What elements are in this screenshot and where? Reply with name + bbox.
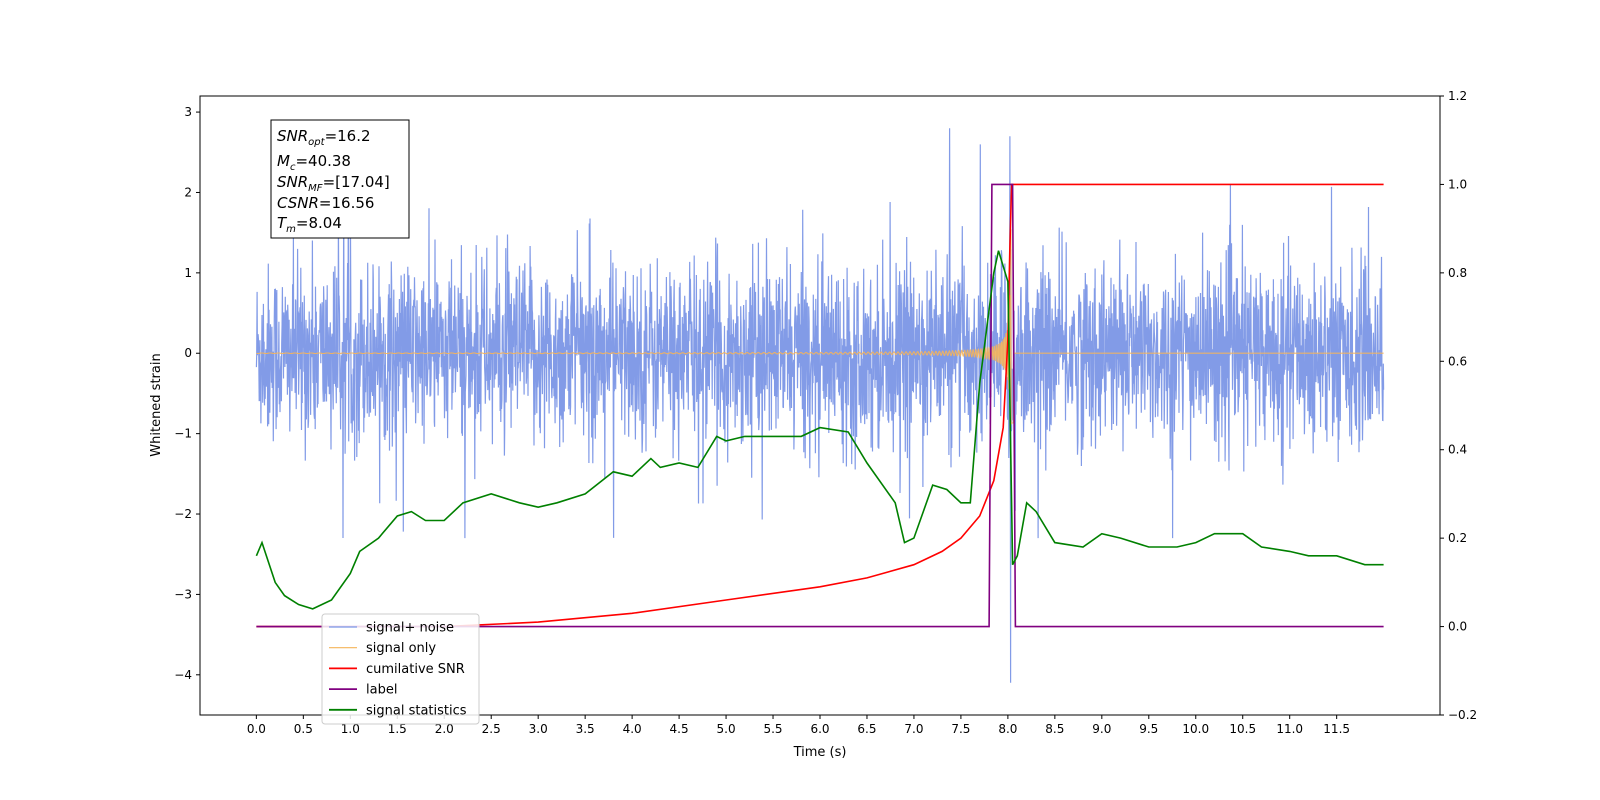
stats-textbox-frame [270,119,410,239]
x-tick-label: 7.0 [904,722,923,736]
signal-plus-noise-line [255,128,1385,683]
legend-entry-label: signal statistics [366,703,467,718]
x-tick-label: 10.5 [1229,722,1256,736]
x-tick-label: 4.0 [623,722,642,736]
legend-entry-label: label [366,683,397,698]
left-y-tick-label: 1 [184,266,192,280]
snr-mf-text: SNRMF=[17.04] [277,173,390,194]
x-tick-label: 1.0 [341,722,360,736]
x-tick-label: 0.5 [294,722,313,736]
legend-entry-label: signal only [366,641,436,656]
x-tick-label: 5.0 [717,722,736,736]
x-tick-label: 9.5 [1139,722,1158,736]
csnr-text: CSNR=16.56 [277,194,374,212]
x-axis-label: Time (s) [793,745,847,760]
x-tick-label: 0.0 [247,722,266,736]
x-tick-label: 3.0 [529,722,548,736]
stats-textbox: SNRopt=16.2 Mc=40.38 SNRMF=[17.04] CSNR=… [270,119,410,239]
series-layer [255,128,1385,683]
snr-opt-text: SNRopt=16.2 [277,127,371,148]
right-y-tick-label: 0.4 [1448,443,1467,457]
x-tick-label: 10.0 [1182,722,1209,736]
left-y-tick-label: −2 [174,507,192,521]
right-y-tick-label: 0.2 [1448,531,1467,545]
right-y-tick-label: −0.2 [1448,708,1477,722]
left-y-tick-label: 2 [184,185,192,199]
legend-frame [321,613,480,725]
x-tick-label: 9.0 [1092,722,1111,736]
left-y-axis-ticks: 3 2 1 0 −1 −2 −3 −4 [174,105,200,682]
left-y-tick-label: 3 [184,105,192,119]
right-y-tick-label: 0.8 [1448,266,1467,280]
label-line [256,183,1384,628]
mc-text: Mc=40.38 [277,152,351,173]
right-y-tick-label: 0.6 [1448,354,1467,368]
signal-statistics-line [255,250,1384,610]
x-tick-label: 8.0 [998,722,1017,736]
tm-text: Tm=8.04 [277,214,342,235]
legend: signal+ noise signal only cumilative SNR la… [321,613,480,725]
right-y-tick-label: 0.0 [1448,620,1467,634]
signal-only-line [256,229,1384,430]
left-y-axis-label: Whitened strain [149,353,164,456]
x-tick-label: 6.0 [810,722,829,736]
x-tick-label: 8.5 [1045,722,1064,736]
legend-entry-label: cumilative SNR [366,662,465,677]
x-tick-label: 7.5 [951,722,970,736]
x-tick-label: 11.5 [1323,722,1350,736]
left-y-tick-label: −4 [174,668,192,682]
right-y-tick-label: 1.0 [1448,177,1467,191]
left-y-tick-label: −1 [174,427,192,441]
x-tick-label: 2.5 [482,722,501,736]
left-y-tick-label: 0 [184,346,192,360]
x-tick-label: 5.5 [763,722,782,736]
x-tick-label: 4.5 [670,722,689,736]
right-y-axis-ticks: 1.2 1.0 0.8 0.6 0.4 0.2 0.0 −0.2 [1440,89,1477,722]
x-tick-label: 6.5 [857,722,876,736]
x-axis-ticks: 0.0 0.5 1.0 1.5 2.0 2.5 3.0 3.5 4.0 4.5 5.0 5.5 6.0 6… [247,715,1350,736]
x-tick-label: 1.5 [388,722,407,736]
right-y-tick-label: 1.2 [1448,89,1467,103]
x-tick-label: 3.5 [576,722,595,736]
legend-entry-label: signal+ noise [366,621,454,636]
x-tick-label: 2.0 [435,722,454,736]
left-y-tick-label: −3 [174,587,192,601]
x-tick-label: 11.0 [1276,722,1303,736]
